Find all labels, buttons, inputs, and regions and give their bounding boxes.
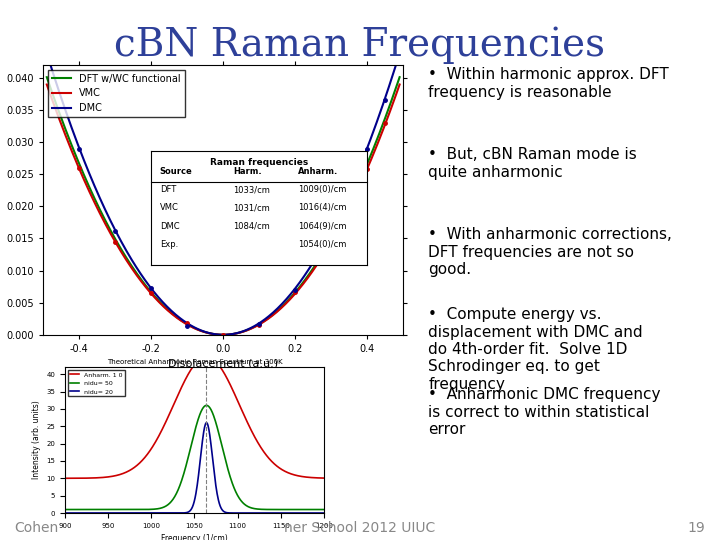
- nidu= 20: [234, 510, 243, 516]
- DFT w/WC functional: [395, 74, 404, 80]
- DFT w/WC functional: [158, 301, 166, 307]
- nidu= 50: [202, 402, 211, 409]
- nidu= 20: [178, 510, 186, 516]
- X-axis label: Frequency (1/cm): Frequency (1/cm): [161, 534, 228, 540]
- nidu= 50: [178, 476, 186, 482]
- DFT w/WC functional: [218, 332, 227, 338]
- Legend: DFT w/WC functional, VMC, DMC: DFT w/WC functional, VMC, DMC: [48, 70, 185, 117]
- DMC: [182, 320, 191, 326]
- Anharm. 1 0: [214, 361, 222, 367]
- nidu= 50: [107, 507, 115, 513]
- DFT w/WC functional: [265, 314, 274, 320]
- VMC: [158, 301, 166, 308]
- Line: VMC: VMC: [47, 84, 400, 335]
- VMC: [218, 332, 227, 338]
- nidu= 20: [202, 420, 211, 426]
- Y-axis label: Intensity (arb. units): Intensity (arb. units): [32, 401, 40, 480]
- Line: DMC: DMC: [47, 53, 400, 335]
- DFT w/WC functional: [85, 184, 94, 190]
- DMC: [218, 332, 227, 338]
- Anharm. 1 0: [127, 466, 136, 472]
- nidu= 20: [256, 510, 265, 516]
- Line: nidu= 20: nidu= 20: [65, 423, 324, 513]
- Anharm. 1 0: [256, 443, 265, 450]
- Anharm. 1 0: [234, 399, 243, 406]
- Anharm. 1 0: [60, 475, 69, 482]
- VMC: [298, 282, 307, 288]
- VMC: [182, 321, 191, 327]
- nidu= 20: [107, 510, 115, 516]
- VMC: [395, 81, 404, 87]
- nidu= 20: [60, 510, 69, 516]
- nidu= 50: [60, 507, 69, 513]
- VMC: [85, 188, 94, 194]
- nidu= 50: [214, 427, 222, 434]
- Text: Cohen: Cohen: [14, 521, 58, 535]
- Text: •  Within harmonic approx. DFT
frequency is reasonable: • Within harmonic approx. DFT frequency …: [428, 68, 669, 100]
- DFT w/WC functional: [42, 74, 51, 80]
- Y-axis label: Energy (Hartrees): Energy (Hartrees): [0, 150, 1, 249]
- Text: •  Compute energy vs.
displacement with DMC and
do 4th-order fit.  Solve 1D
Schr: • Compute energy vs. displacement with D…: [428, 307, 643, 392]
- Anharm. 1 0: [202, 354, 211, 360]
- Line: DFT w/WC functional: DFT w/WC functional: [47, 77, 400, 335]
- Anharm. 1 0: [107, 474, 115, 480]
- Text: cBN Raman Frequencies: cBN Raman Frequencies: [114, 27, 606, 64]
- Text: •  With anharmonic corrections,
DFT frequencies are not so
good.: • With anharmonic corrections, DFT frequ…: [428, 227, 672, 277]
- nidu= 50: [234, 494, 243, 500]
- DMC: [300, 273, 308, 279]
- nidu= 50: [127, 507, 136, 513]
- nidu= 20: [127, 510, 136, 516]
- Text: 19: 19: [688, 521, 706, 535]
- X-axis label: Displacement (a.u.): Displacement (a.u.): [168, 360, 278, 369]
- DFT w/WC functional: [300, 278, 308, 285]
- VMC: [42, 81, 51, 87]
- DFT w/WC functional: [298, 280, 307, 287]
- Line: nidu= 50: nidu= 50: [65, 406, 324, 510]
- Text: •  But, cBN Raman mode is
quite anharmonic: • But, cBN Raman mode is quite anharmoni…: [428, 147, 637, 180]
- Anharm. 1 0: [320, 475, 328, 481]
- DMC: [395, 50, 404, 57]
- DMC: [298, 275, 307, 282]
- Text: ner School 2012 UIUC: ner School 2012 UIUC: [284, 521, 436, 535]
- Anharm. 1 0: [178, 383, 186, 389]
- DMC: [158, 298, 166, 304]
- nidu= 50: [320, 507, 328, 513]
- nidu= 20: [214, 495, 222, 501]
- Title: Theoretical Anharmonic Raman Spectrum at 300K: Theoretical Anharmonic Raman Spectrum at…: [107, 360, 282, 366]
- VMC: [300, 280, 308, 286]
- DMC: [85, 170, 94, 177]
- Line: Anharm. 1 0: Anharm. 1 0: [65, 357, 324, 478]
- nidu= 50: [256, 506, 265, 512]
- VMC: [265, 314, 274, 321]
- DFT w/WC functional: [182, 321, 191, 327]
- Text: •  Anharmonic DMC frequency
is correct to within statistical
error: • Anharmonic DMC frequency is correct to…: [428, 387, 661, 437]
- DMC: [265, 312, 274, 319]
- DMC: [42, 50, 51, 57]
- Legend: Anharm. 1 0, nidu= 50, nidu= 20: Anharm. 1 0, nidu= 50, nidu= 20: [68, 370, 125, 396]
- nidu= 20: [320, 510, 328, 516]
